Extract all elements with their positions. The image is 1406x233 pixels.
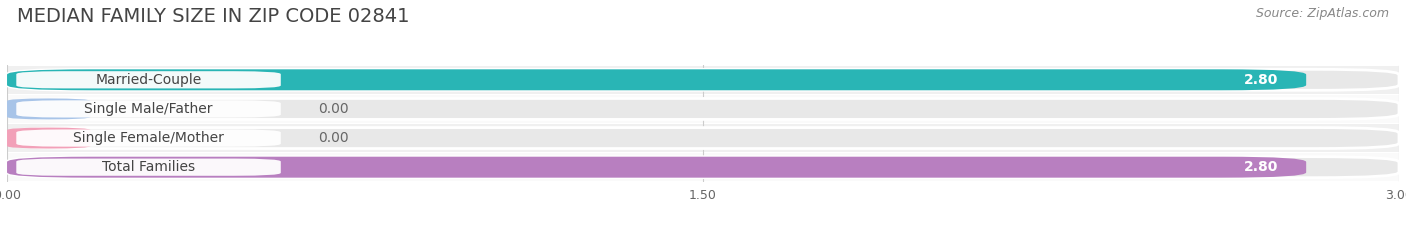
FancyBboxPatch shape xyxy=(17,71,281,88)
FancyBboxPatch shape xyxy=(7,95,1399,123)
FancyBboxPatch shape xyxy=(7,124,1399,152)
FancyBboxPatch shape xyxy=(7,66,1399,94)
FancyBboxPatch shape xyxy=(7,69,1399,90)
Text: Single Female/Mother: Single Female/Mother xyxy=(73,131,224,145)
FancyBboxPatch shape xyxy=(7,98,1399,119)
FancyBboxPatch shape xyxy=(7,157,1399,178)
Text: Total Families: Total Families xyxy=(103,160,195,174)
FancyBboxPatch shape xyxy=(7,153,1399,181)
FancyBboxPatch shape xyxy=(17,100,281,117)
FancyBboxPatch shape xyxy=(17,159,281,176)
FancyBboxPatch shape xyxy=(7,69,1306,90)
Text: 0.00: 0.00 xyxy=(318,131,349,145)
Text: MEDIAN FAMILY SIZE IN ZIP CODE 02841: MEDIAN FAMILY SIZE IN ZIP CODE 02841 xyxy=(17,7,409,26)
Text: 2.80: 2.80 xyxy=(1244,160,1278,174)
FancyBboxPatch shape xyxy=(7,128,90,149)
Text: 0.00: 0.00 xyxy=(318,102,349,116)
FancyBboxPatch shape xyxy=(7,128,1399,149)
Text: 2.80: 2.80 xyxy=(1244,73,1278,87)
Text: Married-Couple: Married-Couple xyxy=(96,73,201,87)
FancyBboxPatch shape xyxy=(7,98,90,119)
Text: Single Male/Father: Single Male/Father xyxy=(84,102,212,116)
Text: Source: ZipAtlas.com: Source: ZipAtlas.com xyxy=(1256,7,1389,20)
FancyBboxPatch shape xyxy=(17,130,281,147)
FancyBboxPatch shape xyxy=(7,157,1306,178)
